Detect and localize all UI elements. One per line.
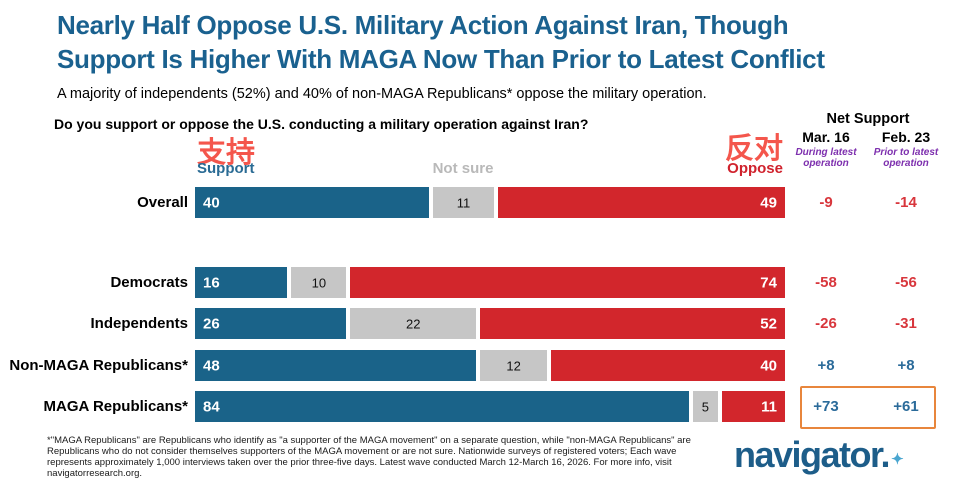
bar-support-segment: 84 bbox=[195, 391, 689, 422]
oppose-chinese-annotation: 反对 bbox=[724, 133, 783, 165]
title-line-2: Support Is Higher With MAGA Now Than Pri… bbox=[57, 44, 825, 74]
bar-value: 16 bbox=[203, 274, 220, 291]
logo-text: navigator. bbox=[734, 434, 891, 475]
subtitle: A majority of independents (52%) and 40%… bbox=[57, 86, 707, 102]
bar-value: 12 bbox=[506, 358, 521, 373]
net-column1-date: Mar. 16 bbox=[802, 129, 850, 145]
net-support-value: +61 bbox=[893, 398, 919, 415]
bar-oppose-segment: 74 bbox=[350, 267, 785, 298]
bar-not-sure-segment: 12 bbox=[480, 350, 547, 381]
bar-row: 48 12 40 bbox=[195, 350, 785, 381]
title-line-1: Nearly Half Oppose U.S. Military Action … bbox=[57, 10, 789, 40]
bar-support-segment: 26 bbox=[195, 308, 347, 339]
bar-value: 40 bbox=[203, 194, 220, 211]
support-chinese-annotation: 支持 bbox=[197, 137, 256, 169]
footnote: *"MAGA Republicans" are Republicans who … bbox=[47, 435, 691, 479]
bar-row: 84 5 11 bbox=[195, 391, 785, 422]
row-label: MAGA Republicans* bbox=[43, 398, 188, 415]
bar-value: 40 bbox=[760, 357, 777, 374]
navigator-logo: navigator. ✦ bbox=[734, 434, 904, 476]
bar-oppose-segment: 40 bbox=[551, 350, 785, 381]
bar-row: 26 22 52 bbox=[195, 308, 785, 339]
net-support-value: -26 bbox=[815, 315, 837, 332]
bar-not-sure-segment: 11 bbox=[433, 187, 494, 218]
maga-net-highlight-box bbox=[800, 386, 936, 429]
legend-support-label: Support bbox=[197, 160, 255, 177]
net-column2-description: Prior to latest operation bbox=[873, 147, 939, 169]
net-support-value: -58 bbox=[815, 274, 837, 291]
bar-value: 49 bbox=[760, 194, 777, 211]
legend-not-sure-label: Not sure bbox=[432, 160, 494, 177]
net-support-value: +73 bbox=[813, 398, 839, 415]
bar-value: 74 bbox=[760, 274, 777, 291]
net-support-value: -56 bbox=[895, 274, 917, 291]
bar-value: 52 bbox=[760, 315, 777, 332]
bar-value: 26 bbox=[203, 315, 220, 332]
bar-oppose-segment: 11 bbox=[722, 391, 785, 422]
survey-question: Do you support or oppose the U.S. conduc… bbox=[54, 116, 589, 132]
bar-oppose-segment: 49 bbox=[497, 187, 785, 218]
net-support-value: -9 bbox=[819, 194, 833, 211]
row-label: Democrats bbox=[110, 274, 188, 291]
bar-not-sure-segment: 5 bbox=[692, 391, 719, 422]
net-column1-description: During latest operation bbox=[795, 147, 857, 169]
bar-value: 22 bbox=[406, 316, 421, 331]
bar-oppose-segment: 52 bbox=[480, 308, 785, 339]
bar-not-sure-segment: 22 bbox=[350, 308, 477, 339]
bar-row: 16 10 74 bbox=[195, 267, 785, 298]
logo-star-icon: ✦ bbox=[891, 451, 904, 468]
bar-value: 84 bbox=[203, 398, 220, 415]
net-column2-date: Feb. 23 bbox=[881, 129, 931, 145]
row-label: Overall bbox=[137, 194, 188, 211]
row-label: Independents bbox=[90, 315, 188, 332]
bar-value: 10 bbox=[311, 275, 327, 290]
legend-oppose-label: Oppose bbox=[727, 160, 783, 177]
bar-value: 11 bbox=[761, 398, 777, 415]
bar-not-sure-segment: 10 bbox=[291, 267, 347, 298]
net-support-value: +8 bbox=[897, 357, 915, 374]
bar-support-segment: 40 bbox=[195, 187, 429, 218]
bar-support-segment: 16 bbox=[195, 267, 288, 298]
net-support-value: +8 bbox=[817, 357, 835, 374]
bar-value: 48 bbox=[203, 357, 220, 374]
bar-support-segment: 48 bbox=[195, 350, 477, 381]
bar-value: 11 bbox=[456, 195, 471, 210]
bar-row: 40 11 49 bbox=[195, 187, 785, 218]
row-label: Non-MAGA Republicans* bbox=[9, 357, 188, 374]
net-support-value: -31 bbox=[895, 315, 917, 332]
page-title: Nearly Half Oppose U.S. Military Action … bbox=[57, 8, 937, 76]
net-support-header: Net Support bbox=[826, 111, 910, 127]
net-support-value: -14 bbox=[895, 194, 917, 211]
bar-value: 5 bbox=[701, 399, 709, 414]
